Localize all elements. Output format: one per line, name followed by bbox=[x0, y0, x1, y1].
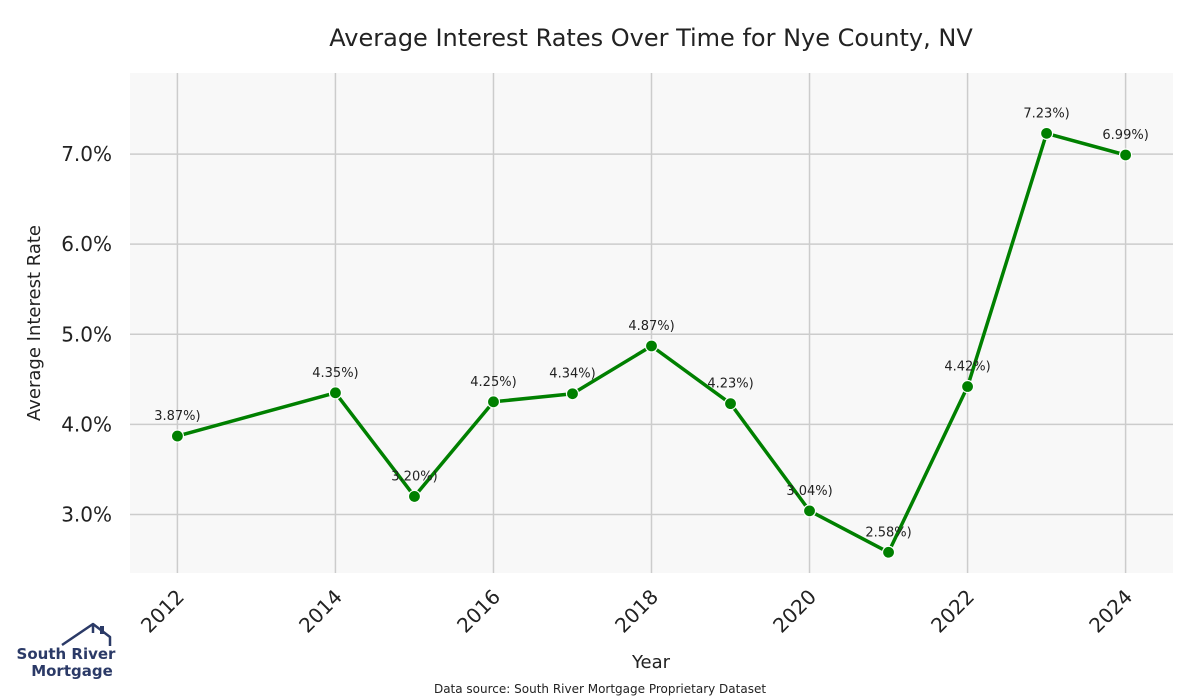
series-line bbox=[176, 131, 1127, 555]
data-label: 4.34%) bbox=[549, 367, 595, 382]
y-tick-label: 5.0% bbox=[61, 322, 112, 346]
data-point bbox=[881, 545, 896, 559]
y-axis-ticks: 3.0% 4.0% 5.0% 6.0% 7.0% bbox=[61, 142, 112, 526]
logo: South River Mortgage bbox=[17, 622, 117, 680]
data-label: 3.87%) bbox=[154, 409, 200, 424]
data-point bbox=[644, 339, 659, 353]
x-axis-ticks: 2012 2014 2016 2018 2020 2022 2024 bbox=[136, 585, 1137, 638]
data-point bbox=[723, 397, 738, 411]
data-point bbox=[802, 504, 817, 518]
data-label: 2.58%) bbox=[865, 525, 911, 540]
x-tick-label: 2024 bbox=[1084, 585, 1137, 638]
data-label: 3.04%) bbox=[786, 484, 832, 499]
x-tick-label: 2016 bbox=[452, 585, 505, 638]
y-tick-label: 3.0% bbox=[61, 502, 112, 526]
logo-text-line1: South River bbox=[17, 645, 117, 663]
y-tick-label: 4.0% bbox=[61, 412, 112, 436]
data-point bbox=[565, 387, 580, 401]
data-label: 3.20%) bbox=[391, 469, 437, 484]
data-point bbox=[1118, 148, 1133, 162]
x-tick-label: 2022 bbox=[926, 585, 979, 638]
data-label: 4.35%) bbox=[312, 366, 358, 381]
data-label: 4.42%) bbox=[944, 360, 990, 375]
y-axis-label: Average Interest Rate bbox=[24, 225, 45, 421]
data-label: 4.87%) bbox=[628, 319, 674, 334]
data-point bbox=[407, 489, 422, 504]
data-labels: 3.87%) 4.35%) 3.20%) 4.25%) 4.34%) 4.87%) 4.23… bbox=[154, 106, 1149, 540]
grid-lines bbox=[130, 73, 1173, 573]
source-note: Data source: South River Mortgage Propri… bbox=[434, 682, 766, 696]
chart-title: Average Interest Rates Over Time for Nye… bbox=[329, 24, 973, 52]
y-tick-label: 7.0% bbox=[61, 142, 112, 166]
data-label: 4.25%) bbox=[470, 375, 516, 390]
y-tick-label: 6.0% bbox=[61, 232, 112, 256]
x-tick-label: 2014 bbox=[294, 585, 347, 638]
x-axis-label: Year bbox=[631, 652, 671, 673]
data-label: 4.23%) bbox=[707, 377, 753, 392]
data-point bbox=[170, 429, 185, 443]
data-label: 6.99%) bbox=[1102, 128, 1148, 143]
data-point bbox=[328, 386, 343, 400]
x-tick-label: 2020 bbox=[768, 585, 821, 638]
x-tick-label: 2018 bbox=[610, 585, 663, 638]
data-point bbox=[486, 395, 501, 409]
x-tick-label: 2012 bbox=[136, 585, 189, 638]
data-point bbox=[1039, 126, 1054, 140]
series-layer bbox=[170, 126, 1133, 559]
data-point bbox=[960, 379, 975, 394]
logo-text-line2: Mortgage bbox=[31, 662, 113, 680]
data-label: 7.23%) bbox=[1023, 106, 1069, 121]
chimney-icon bbox=[100, 626, 104, 634]
